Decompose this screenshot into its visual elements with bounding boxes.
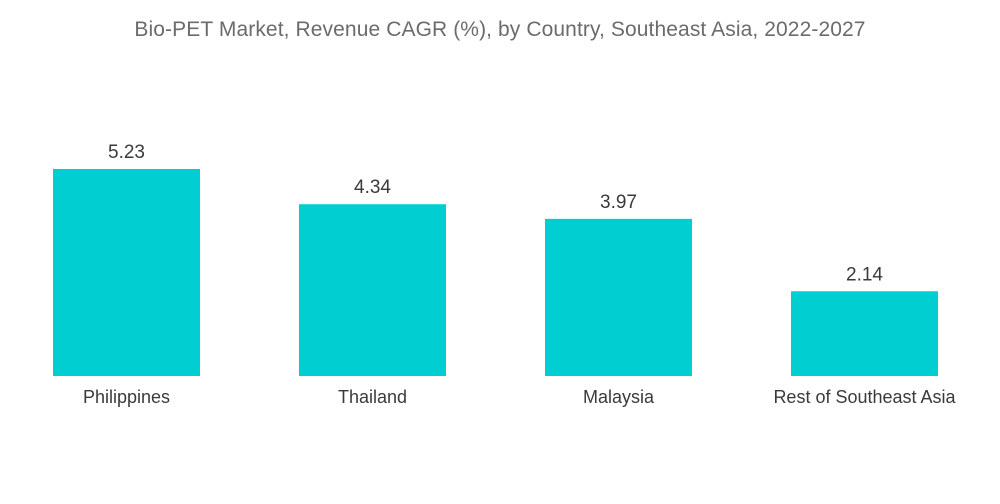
category-label-rest-of-southeast-asia: Rest of Southeast Asia bbox=[773, 387, 956, 407]
bar-thailand bbox=[299, 204, 446, 376]
value-label-thailand: 4.34 bbox=[354, 177, 391, 198]
category-label-thailand: Thailand bbox=[338, 387, 407, 407]
chart-title: Bio-PET Market, Revenue CAGR (%), by Cou… bbox=[134, 18, 866, 41]
category-label-malaysia: Malaysia bbox=[583, 387, 655, 407]
bar-malaysia bbox=[545, 218, 692, 376]
bar-philippines bbox=[53, 169, 200, 376]
value-label-rest-of-southeast-asia: 2.14 bbox=[846, 264, 883, 285]
category-label-philippines: Philippines bbox=[83, 387, 170, 407]
value-label-philippines: 5.23 bbox=[108, 142, 145, 163]
bar-rest-of-southeast-asia bbox=[791, 291, 938, 376]
value-label-malaysia: 3.97 bbox=[600, 192, 637, 213]
